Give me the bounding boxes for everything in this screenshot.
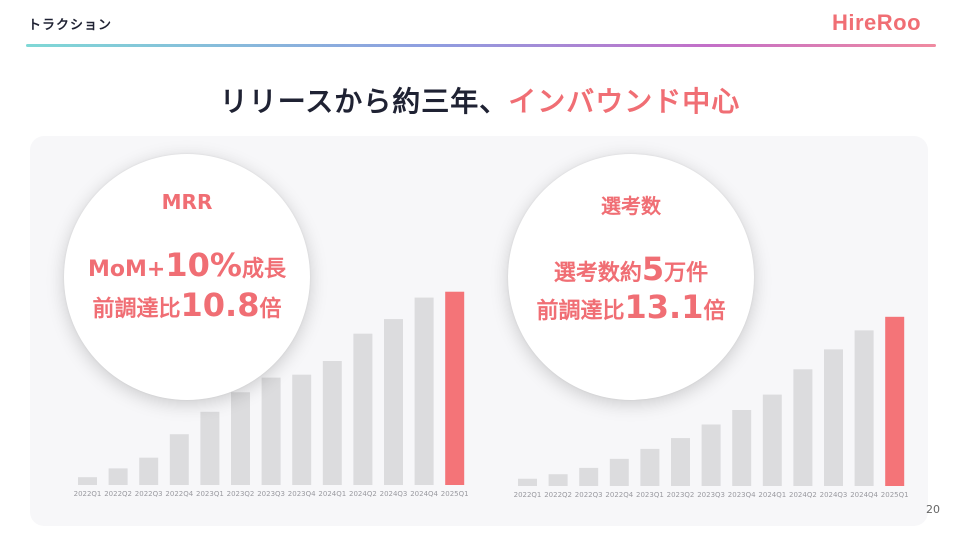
mrr-bar-2023Q3 [261,377,281,485]
header-divider [26,44,936,47]
mrr-ratio-line: 前調達比10.8倍 [64,286,310,324]
selection-ratio-suffix: 倍 [703,299,726,324]
mrr-tick-label: 2022Q4 [165,490,193,498]
selection-bar-2024Q2 [793,369,813,486]
selection-bar-2022Q4 [609,458,629,486]
mrr-tick-label: 2024Q3 [380,490,408,498]
selection-tick-label: 2024Q2 [789,491,817,499]
mrr-bar-2023Q1 [200,411,220,485]
selection-tick-label: 2022Q2 [544,491,572,499]
headline-accent: インバウンド中心 [508,85,741,118]
selection-count-prefix: 選考数約 [553,261,642,286]
mrr-tick-label: 2022Q3 [135,490,163,498]
page-number: 20 [926,503,940,516]
mrr-tick-label: 2024Q2 [349,490,377,498]
selection-bar-chart: 2022Q1 2022Q2 2022Q3 2022Q4 2023Q1 2023Q2 2023… [514,316,909,499]
selection-tick-label: 2022Q4 [605,491,633,499]
mrr-title: MRR [161,190,213,214]
selection-title: 選考数 [601,194,661,218]
selection-tick-label: 2022Q1 [514,491,542,499]
selection-callout: 選考数 選考数約5万件 前調達比13.1倍 [508,154,754,400]
selection-tick-label: 2023Q3 [697,491,725,499]
selection-ratio-prefix: 前調達比 [536,299,625,324]
mrr-tick-label: 2023Q4 [288,490,316,498]
mrr-bar-chart: 2022Q1 2022Q2 2022Q3 2022Q4 2023Q1 2023Q2 2023… [74,291,469,498]
selection-ratio-line: 前調達比13.1倍 [508,288,754,326]
mrr-tick-label: 2024Q4 [410,490,438,498]
selection-tick-label: 2025Q1 [881,491,909,499]
mrr-bar-2022Q1 [78,477,97,485]
selection-bar-2024Q4 [854,330,874,486]
selection-count-value: 5 [641,250,665,288]
selection-bar-2023Q3 [701,424,721,486]
page-headline: リリースから約三年、インバウンド中心 [0,80,960,120]
mrr-growth-line: MoM+10%成長 [64,246,310,284]
mrr-bar-2024Q1 [322,361,342,485]
selection-count-suffix: 万件 [664,261,709,286]
selection-bar-2023Q2 [671,438,690,486]
mrr-tick-label: 2022Q2 [104,490,132,498]
selection-bar-2024Q1 [762,394,782,486]
mrr-bar-2022Q2 [108,468,128,485]
selection-tick-label: 2024Q3 [820,491,848,499]
mrr-growth-suffix: 成長 [241,257,286,282]
selection-bar-2022Q1 [518,478,537,486]
section-label: トラクション [28,18,113,33]
mrr-bar-2024Q2 [353,333,373,485]
mrr-tick-label: 2024Q1 [318,490,346,498]
mrr-bar-2024Q4 [414,297,434,485]
mrr-tick-label: 2023Q3 [257,490,285,498]
mrr-tick-label: 2023Q2 [227,490,255,498]
mrr-tick-label: 2025Q1 [441,490,469,498]
brand-logo: HireRoo [832,10,922,35]
mrr-bar-2025Q1 [445,291,465,485]
selection-tick-label: 2024Q1 [758,491,786,499]
mrr-ratio-value: 10.8 [180,286,260,324]
selection-tick-label: 2023Q1 [636,491,664,499]
selection-bar-2022Q3 [579,467,599,486]
selection-bar-2025Q1 [885,316,905,486]
selection-tick-label: 2024Q4 [850,491,878,499]
mrr-bar-2023Q4 [292,374,312,485]
selection-bar-2022Q2 [548,474,568,486]
mrr-tick-label: 2022Q1 [74,490,102,498]
selection-tick-label: 2023Q4 [728,491,756,499]
selection-bar-2024Q3 [824,349,843,486]
mrr-ratio-suffix: 倍 [259,297,282,322]
mrr-callout: MRR MoM+10%成長 前調達比10.8倍 [64,154,310,400]
mrr-tick-label: 2023Q1 [196,490,224,498]
mrr-growth-value: 10% [165,246,242,284]
selection-count-line: 選考数約5万件 [508,250,754,288]
selection-tick-label: 2022Q3 [575,491,603,499]
mrr-bar-2022Q3 [139,457,159,485]
selection-ratio-value: 13.1 [624,288,704,326]
headline-main: リリースから約三年、 [219,85,509,118]
selection-bar-2023Q1 [640,448,660,486]
mrr-bar-2024Q3 [384,319,403,485]
mrr-bar-2022Q4 [169,434,189,485]
mrr-bar-2023Q2 [231,392,250,485]
selection-bar-2023Q4 [732,410,752,486]
mrr-growth-prefix: MoM+ [88,257,166,282]
mrr-ratio-prefix: 前調達比 [92,297,181,322]
selection-tick-label: 2023Q2 [667,491,695,499]
